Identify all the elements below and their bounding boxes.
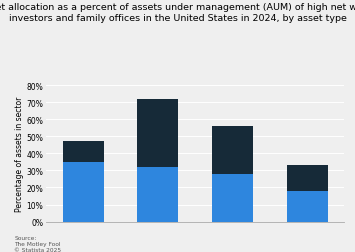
- Bar: [63, 162, 104, 222]
- Y-axis label: Percentage of assets in sector: Percentage of assets in sector: [15, 96, 24, 211]
- Bar: [137, 99, 179, 167]
- Bar: [286, 166, 328, 191]
- Bar: [63, 142, 104, 162]
- Bar: [137, 167, 179, 222]
- Text: Source:
The Motley Fool
© Statista 2025: Source: The Motley Fool © Statista 2025: [14, 235, 61, 252]
- Text: Asset allocation as a percent of assets under management (AUM) of high net worth: Asset allocation as a percent of assets …: [0, 3, 355, 22]
- Bar: [212, 174, 253, 222]
- Bar: [286, 191, 328, 222]
- Bar: [212, 127, 253, 174]
